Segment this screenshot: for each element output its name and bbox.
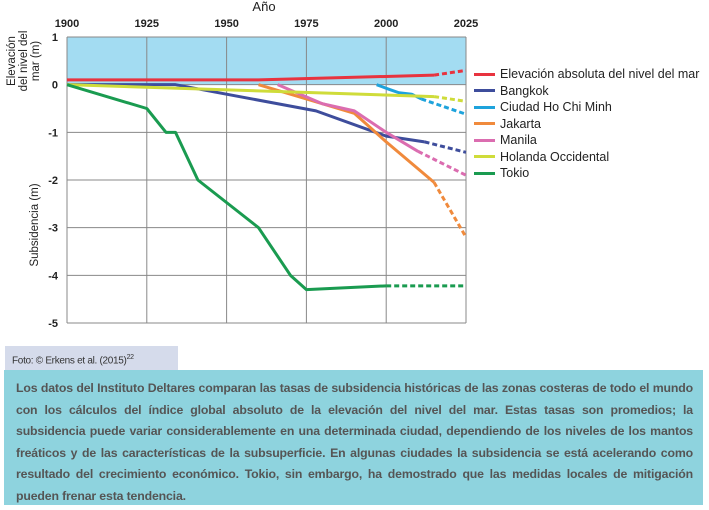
- legend-item: Ciudad Ho Chi Minh: [474, 99, 699, 116]
- legend-item: Holanda Occidental: [474, 149, 699, 166]
- legend-item: Jakarta: [474, 116, 699, 133]
- y-axis-title-top: Elevación: [6, 36, 18, 86]
- y-tick-label: -5: [48, 318, 58, 330]
- y-axis-title-top: del nivel del: [18, 31, 30, 92]
- legend-item: Bangkok: [474, 83, 699, 100]
- legend-swatch: [474, 89, 495, 93]
- legend-swatch: [474, 105, 495, 109]
- x-axis-title: Año: [252, 0, 275, 14]
- y-tick-label: -3: [48, 223, 58, 235]
- legend-label: Holanda Occidental: [500, 149, 610, 164]
- series-line-6: [66, 83, 387, 292]
- credit-text: Foto: © Erkens et al. (2015): [12, 355, 127, 367]
- y-tick-label: -4: [48, 270, 59, 282]
- y-tick-label: -2: [48, 175, 58, 187]
- x-tick-label: 2000: [374, 18, 398, 30]
- legend-swatch: [474, 72, 495, 76]
- legend-swatch: [474, 138, 495, 142]
- legend-swatch: [474, 155, 495, 159]
- y-tick-label: 1: [52, 32, 58, 44]
- credit-footnote: 22: [126, 354, 134, 361]
- legend-label: Ciudad Ho Chi Minh: [500, 100, 612, 115]
- photo-credit: Foto: © Erkens et al. (2015)22: [5, 346, 178, 370]
- y-axis-title-top: mar (m): [30, 41, 42, 81]
- series-line-5: [66, 83, 435, 99]
- y-tick-label: -1: [48, 127, 58, 139]
- subsidence-chart: 1900 1925 1950 1975 2000 2025 1 0 -1 -2 -3 -4 -5 Año E…: [6, 0, 478, 330]
- series-projection-1: [424, 140, 467, 154]
- x-tick-label: 1975: [294, 18, 318, 30]
- legend-label: Manila: [500, 133, 537, 148]
- y-axis-title-bottom: Subsidencia (m): [29, 183, 41, 266]
- legend-label: Jakarta: [500, 116, 541, 131]
- legend-swatch: [474, 122, 495, 126]
- legend-swatch: [474, 171, 495, 175]
- series-line-3: [258, 83, 436, 184]
- sea-level-band: [67, 37, 466, 85]
- legend-item: Tokio: [474, 165, 699, 182]
- series-projection-5: [433, 95, 467, 103]
- series-line-4: [277, 83, 419, 153]
- legend-label: Tokio: [500, 166, 530, 181]
- x-tick-label: 2025: [454, 18, 478, 30]
- y-tick-label: 0: [52, 80, 58, 92]
- series-projection-3: [432, 181, 468, 238]
- series-projection-4: [417, 150, 467, 177]
- legend-item: Manila: [474, 132, 699, 149]
- legend-label: Elevación absoluta del nivel del mar: [500, 67, 700, 82]
- x-tick-label: 1950: [214, 18, 238, 30]
- chart-legend: Elevación absoluta del nivel del mar Bang…: [474, 66, 699, 182]
- x-tick-label: 1900: [55, 18, 79, 30]
- series-projection-0: [433, 68, 467, 77]
- x-tick-label: 1925: [135, 18, 159, 30]
- figure-caption: Los datos del Instituto Deltares compara…: [4, 370, 703, 505]
- series-line-0: [67, 73, 435, 82]
- legend-label: Bangkok: [500, 83, 549, 98]
- legend-item: Elevación absoluta del nivel del mar: [474, 66, 699, 83]
- series-line-1: [67, 83, 425, 144]
